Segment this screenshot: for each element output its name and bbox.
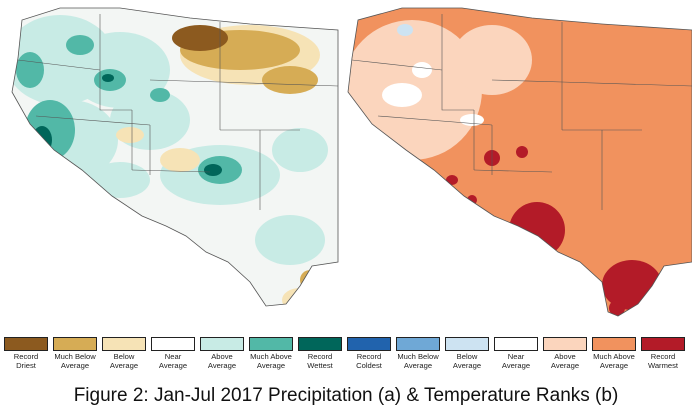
legend-swatch xyxy=(445,337,489,351)
legend-swatch xyxy=(4,337,48,351)
legend-swatch xyxy=(543,337,587,351)
legend-item-above-average: Above Average xyxy=(200,337,244,370)
legend-swatch xyxy=(53,337,97,351)
legend-label: Below Average xyxy=(109,352,139,370)
legend-swatch xyxy=(396,337,440,351)
legend-item-much-above-average: Much Above Average xyxy=(249,337,293,370)
legend-label: Above Average xyxy=(207,352,237,370)
temp-map-outline xyxy=(347,7,692,317)
state-boundaries xyxy=(17,14,338,210)
legend-label: Record Coldest xyxy=(356,352,382,370)
legend-label: Below Average xyxy=(452,352,482,370)
legend-label: Near Average xyxy=(501,352,531,370)
legend-item-record-wettest: Record Wettest xyxy=(298,337,342,370)
state-boundaries xyxy=(351,14,692,210)
legend-item-near-average: Near Average xyxy=(494,337,538,370)
legend-item-much-above-average: Much Above Average xyxy=(592,337,636,370)
legend-item-below-average: Below Average xyxy=(445,337,489,370)
legend-swatch xyxy=(298,337,342,351)
map-legend: Record Driest Much Below Average Below A… xyxy=(4,337,688,389)
legend-label: Record Warmest xyxy=(647,352,679,370)
precip-map-outline xyxy=(11,7,339,307)
legend-label: Much Below Average xyxy=(397,352,439,370)
legend-label: Record Driest xyxy=(13,352,39,370)
temp-below-average-areas xyxy=(397,24,413,36)
legend-label: Near Average xyxy=(158,352,188,370)
legend-label: Much Above Average xyxy=(593,352,635,370)
legend-label: Much Below Average xyxy=(54,352,96,370)
legend-item-record-warmest: Record Warmest xyxy=(641,337,685,370)
legend-item-below-average: Below Average xyxy=(102,337,146,370)
legend-swatch xyxy=(592,337,636,351)
legend-swatch xyxy=(151,337,195,351)
legend-swatch xyxy=(102,337,146,351)
temperature-rank-map xyxy=(347,7,692,317)
legend-item-record-driest: Record Driest xyxy=(4,337,48,370)
legend-item-much-below-average: Much Below Average xyxy=(396,337,440,370)
legend-item-record-coldest: Record Coldest xyxy=(347,337,391,370)
legend-swatch xyxy=(200,337,244,351)
legend-swatch xyxy=(494,337,538,351)
legend-swatch xyxy=(249,337,293,351)
temp-near-average-areas xyxy=(366,62,484,155)
legend-swatch xyxy=(347,337,391,351)
legend-label: Above Average xyxy=(550,352,580,370)
legend-label: Record Wettest xyxy=(307,352,333,370)
precip-record-driest-areas xyxy=(172,25,228,51)
figure-caption: Figure 2: Jan-Jul 2017 Precipitation (a)… xyxy=(73,385,619,406)
legend-label: Much Above Average xyxy=(250,352,292,370)
precipitation-rank-map xyxy=(11,7,339,307)
legend-item-much-below-average: Much Below Average xyxy=(53,337,97,370)
legend-item-near-average: Near Average xyxy=(151,337,195,370)
legend-swatch xyxy=(641,337,685,351)
legend-item-above-average: Above Average xyxy=(543,337,587,370)
